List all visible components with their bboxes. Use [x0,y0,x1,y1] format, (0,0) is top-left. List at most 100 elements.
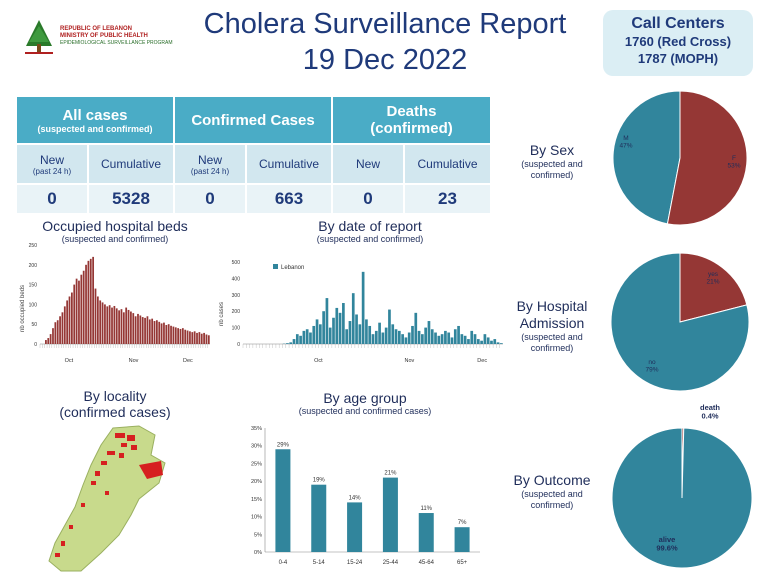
bar [351,293,355,344]
bar [56,320,59,344]
pie-label: M [623,135,628,142]
all-cases-sublabel: (suspected and confirmed) [37,123,153,134]
locality-marker [119,453,124,458]
y-tick-label: 400 [232,276,241,282]
locality-title: By locality (confirmed cases) [40,388,190,420]
pie-value-label: 21% [706,279,719,286]
date-report-title: By date of report (suspected and confirm… [270,218,470,244]
hospital-beds-title: Occupied hospital beds (suspected and co… [15,218,215,244]
title-date: 19 Dec 2022 [302,44,468,76]
bar [292,339,296,344]
bar [163,322,165,344]
bar [450,337,454,344]
bar [440,334,444,344]
y-tick-label: 250 [29,243,38,249]
new-sublabel: (past 24 h) [32,166,72,176]
bar [397,330,401,344]
hosp-pie-title: By Hospital Admission (suspected and con… [497,298,607,354]
age-group-title-text: By age group [323,390,407,406]
locality-marker [95,471,100,476]
legend-swatch-lebanon [273,264,278,269]
bar [153,321,156,344]
bar [318,324,322,344]
bar [345,329,349,344]
bar [85,264,87,344]
bar [302,330,306,344]
bar [106,306,109,344]
bar [132,313,135,344]
age-category-label: 65+ [457,560,468,566]
bar [457,325,460,344]
bar [179,328,182,344]
bar [59,316,61,344]
sex-pie-title-text: By Sex [529,142,575,158]
hospital-beds-title-text: Occupied hospital beds [42,218,188,234]
outcome-pie-title-text: By Outcome [513,472,591,488]
bar [120,309,123,344]
bar [463,335,467,344]
bar [75,278,78,344]
bar [127,309,130,344]
confirmed-header: Confirmed Cases [173,95,333,145]
bar [444,330,447,344]
age-bar [454,527,470,552]
y-tick-label: 25% [251,461,262,467]
pie-slice [612,90,681,225]
age-category-label: 0-4 [279,560,288,566]
pie-value-label: 79% [645,367,658,374]
bar [388,309,391,344]
month-label: Nov [405,358,415,364]
bar [193,331,196,344]
bar [473,334,477,344]
bar [460,334,464,344]
locality-marker [105,491,109,495]
bar [101,302,104,344]
age-group-subtitle: (suspected and confirmed cases) [298,406,432,416]
bar [172,326,175,344]
new-sublabel: (past 24 h) [190,166,230,176]
call-center-redcross: 1760 (Red Cross) [624,34,732,49]
age-bar [382,477,398,552]
pie-value-label: 99.6% [656,544,678,553]
bar [144,317,146,344]
bar [148,319,151,344]
locality-marker [121,443,127,447]
bar [151,318,154,344]
ministry-logo: REPUBLIC OF LEBANON MINISTRY OF PUBLIC H… [22,18,182,58]
locality-marker [115,433,125,438]
bar [371,334,375,344]
bar [299,335,302,344]
call-centers-box: Call Centers 1760 (Red Cross) 1787 (MOPH… [603,10,753,76]
bar [99,300,102,344]
locality-marker [127,435,135,441]
pie-label: alive [659,535,676,544]
bar [63,306,66,344]
bar [342,303,345,344]
age-category-label: 25-44 [383,560,399,566]
date-report-chart: nb cases 0 100 200 300 400 500 Oct Nov Dec Leba… [219,260,503,364]
all-new-value: 0 [15,183,89,215]
y-tick-label: 150 [29,283,38,289]
age-group-chart: 0% 5% 10% 15% 20% 25% 30% 35% 29% 0-4 19% 5-14 14% 1… [251,426,480,566]
age-bar-value-label: 29% [277,442,290,448]
bar [335,307,339,344]
y-tick-label: 300 [232,293,241,299]
deaths-cum-value: 23 [403,183,492,215]
locality-marker [61,541,65,546]
bar [118,310,120,344]
bar [328,327,332,344]
bar [434,332,437,344]
bar [295,334,299,344]
y-tick-label: 5% [254,532,262,538]
date-report-title-text: By date of report [318,218,422,234]
bar [437,335,441,344]
bar [92,256,95,344]
bar [490,340,493,344]
bar [411,325,414,344]
bar [332,317,335,344]
bar [189,331,191,344]
bar [196,332,198,344]
month-label: Dec [183,358,193,364]
